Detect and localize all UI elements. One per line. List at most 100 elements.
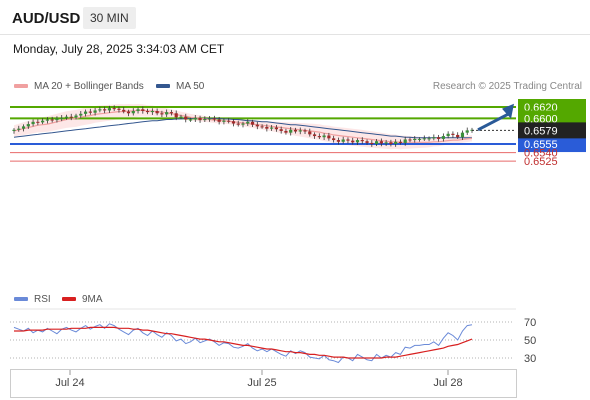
candle-body <box>270 127 274 129</box>
candle-body <box>79 113 83 116</box>
candle-body <box>327 135 331 139</box>
candle-body <box>98 109 102 111</box>
candle-body <box>246 121 250 124</box>
candle-body <box>184 116 188 120</box>
candle-body <box>255 124 259 127</box>
time-axis-frame <box>10 369 517 398</box>
candle-body <box>417 138 422 140</box>
candle-body <box>422 138 426 140</box>
candle-body <box>312 134 317 137</box>
candle-body <box>351 140 355 143</box>
candle-body <box>160 113 164 115</box>
ma50-swatch <box>156 84 170 89</box>
rsi-tick-50: 50 <box>524 335 536 347</box>
candle-body <box>250 121 255 125</box>
ma9-swatch <box>62 297 76 302</box>
candle-body <box>427 138 431 140</box>
candle-body <box>355 140 360 143</box>
candle-body <box>179 116 183 118</box>
candle-body <box>41 120 45 123</box>
candle-body <box>21 126 26 129</box>
projection-arrowhead <box>502 103 514 119</box>
legend-ma9-label: 9MA <box>82 294 103 305</box>
legend-ma50: MA 50 <box>156 81 204 92</box>
candle-body <box>198 117 202 121</box>
candle-body <box>74 115 78 118</box>
candle-body <box>88 111 92 113</box>
candle-body <box>284 130 288 133</box>
candle-body <box>241 123 245 125</box>
candle-body <box>456 134 460 138</box>
candle-body <box>107 108 112 111</box>
candle-body <box>145 110 150 113</box>
candle-body <box>374 141 379 145</box>
candle-body <box>208 118 212 120</box>
candle-body <box>460 132 465 138</box>
candle-body <box>446 133 450 137</box>
candle-body <box>165 112 169 115</box>
candle-body <box>212 118 216 120</box>
level-label-0.6525: 0.6525 <box>524 156 558 168</box>
candle-body <box>236 123 240 125</box>
copyright-label: Research © 2025 Trading Central <box>432 81 582 92</box>
candle-body <box>389 142 393 145</box>
candle-body <box>322 135 326 138</box>
candle-body <box>12 129 16 131</box>
candle-body <box>227 120 231 122</box>
candle-body <box>303 130 307 132</box>
candle-body <box>293 129 298 132</box>
candle-body <box>36 121 40 123</box>
candle-body <box>131 110 135 114</box>
rsi-swatch <box>14 297 28 302</box>
candle-body <box>231 121 236 124</box>
candle-body <box>126 111 131 114</box>
timeframe-badge[interactable]: 30 MIN <box>83 7 136 29</box>
rsi-ma9-line <box>14 326 473 359</box>
candle-body <box>174 113 178 118</box>
candle-body <box>379 141 383 144</box>
rsi-tick-70: 70 <box>524 317 536 329</box>
last-price-label: 0.6579 <box>524 125 558 137</box>
candle-body <box>60 117 64 119</box>
candle-body <box>150 110 154 113</box>
candle-body <box>332 138 336 141</box>
candle-body <box>346 139 350 141</box>
legend-rsi: RSI <box>14 294 51 305</box>
candle-body <box>451 133 455 135</box>
candle-body <box>122 109 126 112</box>
currency-pair-title: AUD/USD <box>12 10 81 27</box>
candle-body <box>360 140 364 142</box>
candle-body <box>155 110 159 114</box>
candle-body <box>384 142 388 144</box>
candle-body <box>365 141 369 143</box>
candle-body <box>413 138 417 141</box>
candle-body <box>136 109 140 111</box>
time-tick-jul-28: Jul 28 <box>433 377 462 389</box>
legend-ma20-label: MA 20 + Bollinger Bands <box>34 81 144 92</box>
candle-body <box>93 110 97 113</box>
candle-body <box>50 119 54 121</box>
candle-body <box>370 142 374 145</box>
level-tag-0.6555 <box>518 136 586 153</box>
ma50-line <box>13 117 472 139</box>
candle-body <box>193 117 197 120</box>
time-tick-jul-24: Jul 24 <box>55 377 84 389</box>
candle-body <box>317 136 321 138</box>
candle-body <box>169 112 174 114</box>
level-label-0.6540: 0.6540 <box>524 148 558 160</box>
candle-body <box>298 130 302 132</box>
candle-body <box>398 141 403 143</box>
candle-body <box>441 136 445 139</box>
candle-body <box>289 129 293 133</box>
time-tick-jul-25: Jul 25 <box>247 377 276 389</box>
candle-body <box>260 126 264 128</box>
candle-body <box>408 139 412 141</box>
legend-ma20: MA 20 + Bollinger Bands <box>14 81 144 92</box>
candle-body <box>432 137 436 139</box>
candle-body <box>222 120 226 122</box>
rsi-line <box>13 323 473 364</box>
candle-body <box>188 119 193 121</box>
candle-body <box>203 118 207 121</box>
projection-arrow-line <box>477 112 510 132</box>
